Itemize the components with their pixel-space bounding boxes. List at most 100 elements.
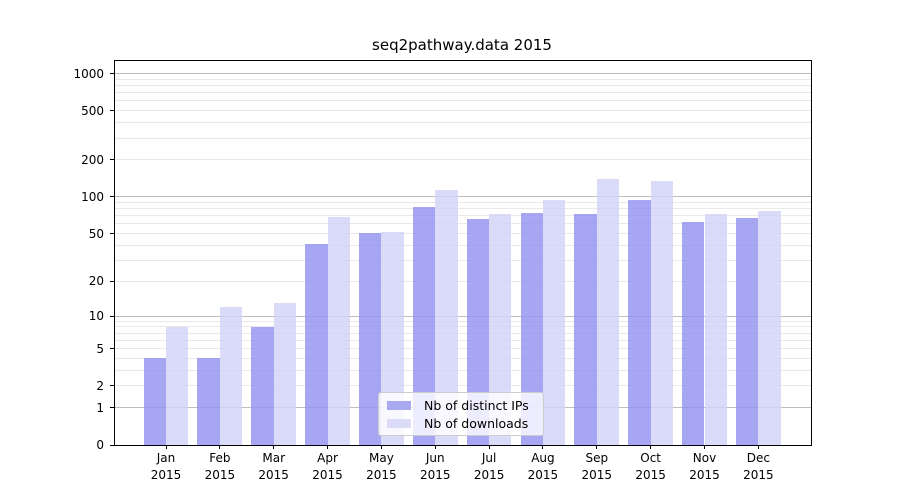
x-tick-year: 2015 <box>150 468 182 482</box>
x-tick-month: Jun <box>425 451 445 465</box>
x-tick-mark <box>327 445 329 449</box>
y-tick-mark <box>110 110 114 112</box>
x-tick-year: 2015 <box>581 468 613 482</box>
x-tick-month: Oct <box>640 451 662 465</box>
x-tick-year: 2015 <box>312 468 343 482</box>
y-tick-label: 20 <box>88 274 104 289</box>
minor-gridline <box>115 348 811 350</box>
minor-gridline <box>115 332 811 334</box>
minor-gridline <box>115 100 811 102</box>
x-tick-month: Sep <box>585 451 609 465</box>
y-tick-mark <box>110 73 114 75</box>
x-tick-mark <box>757 445 759 449</box>
y-tick-mark <box>110 385 114 387</box>
bar-distinct-ips <box>628 199 651 445</box>
minor-gridline <box>115 223 811 225</box>
x-tick-month: May <box>368 451 394 465</box>
x-tick-label: May 2015 <box>350 450 412 484</box>
legend: Nb of distinct IPs Nb of downloads <box>378 392 544 436</box>
bar-distinct-ips <box>359 232 382 445</box>
minor-gridline <box>115 280 811 282</box>
x-tick-month: Nov <box>692 451 717 465</box>
x-tick-label: Feb 2015 <box>189 450 251 484</box>
y-tick-mark <box>110 315 114 317</box>
legend-label: Nb of distinct IPs <box>424 397 529 413</box>
y-tick-label: 100 <box>81 189 104 204</box>
y-tick-label: 2 <box>96 378 104 393</box>
bar-distinct-ips <box>305 244 328 445</box>
x-tick-mark <box>704 445 705 449</box>
bar-downloads <box>489 214 512 445</box>
x-tick-year: 2015 <box>527 468 559 482</box>
x-tick-mark <box>219 445 221 449</box>
minor-gridline <box>115 201 811 203</box>
x-tick-month: Feb <box>209 451 231 465</box>
y-tick-mark <box>110 196 114 198</box>
x-tick-label: Sep 2015 <box>566 450 628 484</box>
y-tick-mark <box>110 280 114 282</box>
x-tick-label: Jan 2015 <box>135 450 197 484</box>
x-tick-year: 2015 <box>635 468 666 482</box>
bar-downloads <box>650 180 674 445</box>
bar-distinct-ips <box>735 218 759 445</box>
x-tick-label: Oct 2015 <box>620 450 682 484</box>
x-tick-month: Apr <box>317 451 338 465</box>
major-gridline <box>115 196 811 198</box>
y-tick-label: 1 <box>96 400 104 415</box>
bar-distinct-ips <box>197 358 220 445</box>
x-tick-label: Jun 2015 <box>404 450 466 484</box>
bar-downloads <box>758 211 781 445</box>
x-tick-year: 2015 <box>743 468 774 482</box>
bar-distinct-ips <box>143 358 166 445</box>
minor-gridline <box>115 244 811 246</box>
chart-title: seq2pathway.data 2015 <box>372 36 552 54</box>
legend-label: Nb of downloads <box>424 415 529 431</box>
x-tick-label: Nov 2015 <box>674 450 736 484</box>
bar-downloads <box>219 307 243 445</box>
x-tick-label: Dec 2015 <box>727 450 789 484</box>
y-tick-label: 5 <box>96 341 104 356</box>
x-tick-month: Jul <box>481 451 497 465</box>
x-tick-year: 2015 <box>258 468 289 482</box>
x-tick-month: Jan <box>156 451 176 465</box>
bar-downloads <box>596 178 620 445</box>
x-tick-year: 2015 <box>204 468 236 482</box>
x-tick-mark <box>542 445 544 449</box>
x-tick-year: 2015 <box>689 468 720 482</box>
x-tick-mark <box>650 445 652 449</box>
minor-gridline <box>115 233 811 235</box>
legend-swatch <box>387 418 411 428</box>
minor-gridline <box>115 78 811 80</box>
minor-gridline <box>115 259 811 261</box>
x-tick-month: Mar <box>262 451 285 465</box>
x-tick-mark <box>165 445 167 449</box>
minor-gridline <box>115 92 811 94</box>
major-gridline <box>115 315 811 317</box>
bar-distinct-ips <box>520 212 543 445</box>
plot-area <box>114 60 812 446</box>
x-tick-year: 2015 <box>419 468 451 482</box>
bar-downloads <box>435 190 458 445</box>
y-tick-label: 0 <box>96 438 104 452</box>
y-tick-mark <box>110 407 114 409</box>
bar-distinct-ips <box>412 207 436 445</box>
x-tick-label: Jul 2015 <box>458 450 520 484</box>
y-tick-label: 50 <box>88 226 104 241</box>
y-tick-mark <box>110 159 114 161</box>
bar-distinct-ips <box>466 218 490 445</box>
x-tick-mark <box>434 445 436 449</box>
x-tick-month: Aug <box>531 451 555 465</box>
x-tick-year: 2015 <box>473 468 505 482</box>
minor-gridline <box>115 357 811 359</box>
minor-gridline <box>115 320 811 322</box>
y-tick-mark <box>110 233 114 235</box>
bar-distinct-ips <box>251 326 274 445</box>
y-tick-label: 10 <box>88 309 104 324</box>
minor-gridline <box>115 339 811 341</box>
bar-distinct-ips <box>574 213 597 445</box>
x-tick-label: Mar 2015 <box>243 450 305 484</box>
bar-downloads <box>704 213 727 445</box>
minor-gridline <box>115 369 811 371</box>
minor-gridline <box>115 85 811 87</box>
